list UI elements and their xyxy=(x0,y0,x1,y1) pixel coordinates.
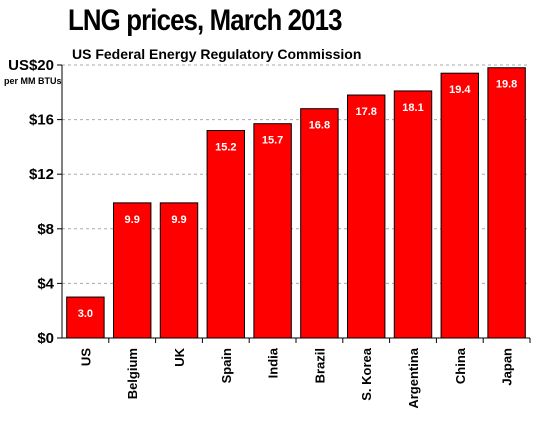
y-axis-units: per MM BTUs xyxy=(4,76,62,86)
bar xyxy=(487,67,526,339)
bar xyxy=(440,72,480,339)
x-tick-label: Japan xyxy=(500,348,515,386)
x-tick-label: Argentina xyxy=(406,347,421,408)
bar xyxy=(300,108,339,339)
data-label: 15.2 xyxy=(215,142,236,154)
x-tick-label: Belgium xyxy=(125,348,140,399)
x-tick-label: Spain xyxy=(219,348,234,383)
bar xyxy=(112,202,152,339)
data-label: 3.0 xyxy=(78,308,93,320)
data-label: 9.9 xyxy=(171,214,186,226)
bar xyxy=(206,130,246,339)
x-tick-label: US xyxy=(78,348,93,366)
y-tick-label: $8 xyxy=(37,221,54,238)
chart-subtitle: US Federal Energy Regulatory Commission xyxy=(72,46,362,62)
bar xyxy=(159,202,199,339)
data-label: 17.8 xyxy=(355,106,376,118)
bar xyxy=(393,90,433,339)
bar xyxy=(346,94,386,339)
data-label: 9.9 xyxy=(125,214,140,226)
x-tick-label: India xyxy=(266,347,281,378)
y-tick-label: $0 xyxy=(37,330,54,347)
x-tick-label: Brazil xyxy=(312,348,327,383)
data-label: 19.4 xyxy=(449,84,471,96)
data-label: 16.8 xyxy=(309,120,330,132)
y-tick-label: $16 xyxy=(29,112,54,129)
x-tick-label: S. Korea xyxy=(359,347,374,401)
x-tick-label: China xyxy=(453,347,468,384)
data-label: 19.8 xyxy=(496,79,517,91)
data-label: 15.7 xyxy=(262,135,283,147)
y-tick-label: US$20 xyxy=(8,57,54,74)
data-label: 18.1 xyxy=(402,102,423,114)
chart-title: LNG prices, March 2013 xyxy=(68,4,342,37)
bar xyxy=(253,123,292,339)
y-tick-label: $4 xyxy=(37,275,54,292)
bar xyxy=(66,296,105,339)
y-tick-label: $12 xyxy=(29,166,54,183)
x-tick-label: UK xyxy=(172,347,187,366)
